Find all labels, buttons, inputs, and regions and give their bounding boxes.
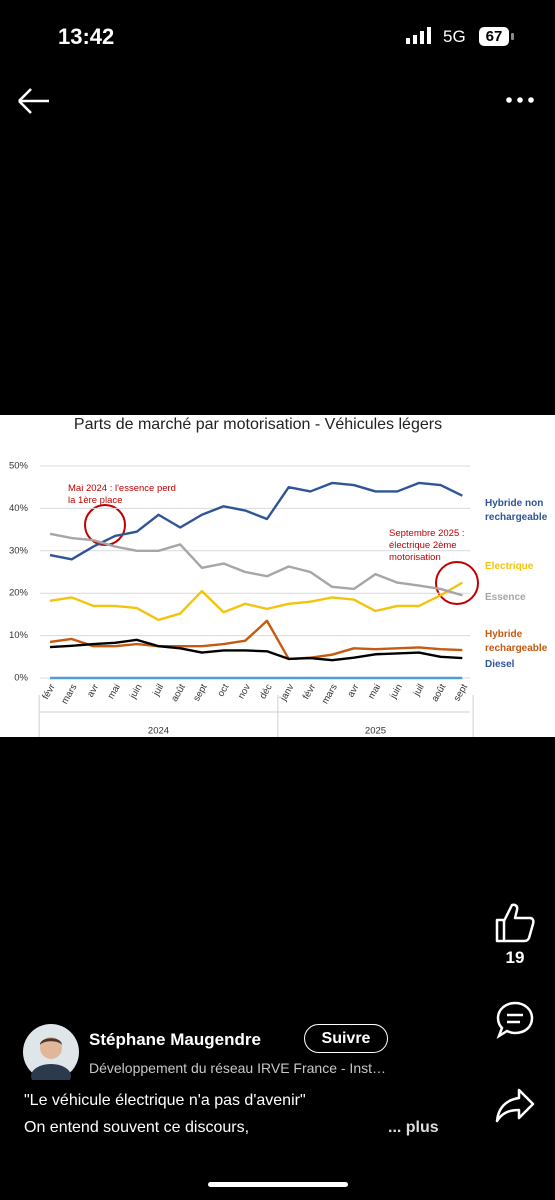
y-tick-label: 0% (14, 673, 28, 684)
series-line (49, 581, 463, 622)
more-button[interactable] (503, 94, 537, 106)
battery: 67 (479, 27, 509, 46)
x-tick-label: juil (411, 682, 427, 698)
annotation: Septembre 2025 : électrique 2ème motoris… (389, 528, 465, 563)
more-link[interactable]: ... plus (388, 1119, 439, 1136)
author-avatar[interactable] (23, 1024, 79, 1080)
annotation: Mai 2024 : l'essence perd la 1ère place (68, 483, 176, 506)
network: 5G (443, 27, 466, 46)
home-indicator (208, 1182, 348, 1187)
group-label: 2025 (365, 726, 386, 737)
group-label: 2024 (148, 726, 169, 737)
highlight-circle (435, 561, 479, 605)
legend-label: Electrique (485, 561, 534, 572)
back-button[interactable] (16, 86, 52, 116)
caption-line: On entend souvent ce discours, (24, 1119, 250, 1136)
author-headline: Développement du réseau IRVE France - In… (89, 1060, 387, 1076)
legend-label: Essence (485, 592, 526, 603)
y-tick-label: 10% (9, 630, 29, 641)
follow-button[interactable]: Suivre (304, 1024, 388, 1053)
series-line (49, 619, 463, 661)
time: 13:42 (58, 24, 115, 49)
legend-label: Hybride rechargeable (485, 629, 548, 654)
x-tick-label: juil (150, 682, 166, 698)
chart-image: Parts de marché par motorisation - Véhic… (0, 415, 555, 737)
battery-tip (511, 33, 514, 40)
y-tick-label: 20% (9, 588, 29, 599)
chart-title: Parts de marché par motorisation - Véhic… (74, 416, 442, 433)
comment-button[interactable] (495, 1000, 535, 1040)
like-button[interactable] (493, 900, 537, 944)
share-button[interactable] (493, 1085, 537, 1125)
legend-label: Hybride non rechargeable (485, 498, 548, 523)
chart: Parts de marché par motorisation - Véhic… (0, 415, 555, 737)
series-line (49, 481, 463, 561)
caption-line: "Le véhicule électrique n'a pas d'avenir… (24, 1092, 306, 1109)
series-line (49, 638, 463, 662)
y-tick-label: 40% (9, 503, 29, 514)
chart-background (0, 415, 555, 737)
series-line (49, 532, 463, 597)
signal-icon (406, 27, 431, 44)
y-tick-label: 50% (9, 461, 29, 472)
like-count: 19 (505, 948, 525, 967)
highlight-circle (84, 504, 126, 546)
author-name[interactable]: Stéphane Maugendre (89, 1030, 261, 1049)
y-tick-label: 30% (9, 545, 29, 556)
legend-label: Diesel (485, 659, 515, 670)
